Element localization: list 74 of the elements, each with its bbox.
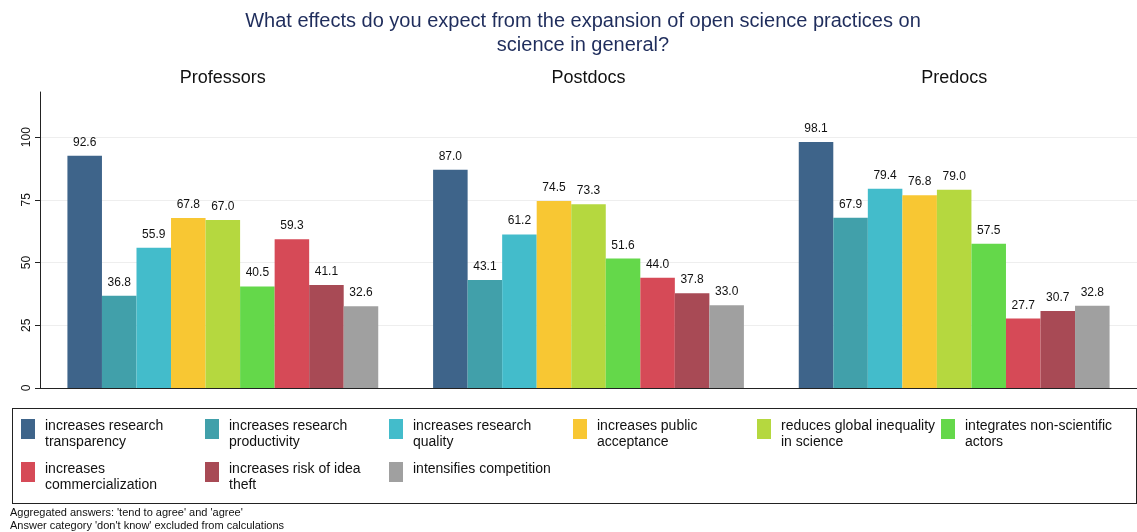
bar <box>1075 305 1110 388</box>
bar <box>171 217 206 388</box>
bar <box>798 141 834 388</box>
text: Aggregated answers: 'tend to agree' and 'agree' <box>10 506 244 519</box>
bar <box>101 295 137 388</box>
data-label: 33.0 <box>714 284 739 299</box>
y-tick-label: 25 <box>19 318 33 332</box>
bar <box>640 277 675 388</box>
data-label: 40.5 <box>245 265 270 280</box>
bar <box>833 217 868 388</box>
bar <box>1005 318 1041 388</box>
data-label: 57.5 <box>977 222 1001 237</box>
data-label: 92.6 <box>73 134 97 149</box>
data-label: 74.5 <box>542 180 566 195</box>
data-label: 32.6 <box>349 285 373 300</box>
legend-label: increases public acceptance <box>597 417 699 449</box>
data-label: 73.3 <box>576 183 601 198</box>
bar <box>67 155 102 388</box>
x-tick-label: Postdocs <box>551 67 626 87</box>
data-label: 67.8 <box>176 196 201 211</box>
data-label: 41.1 <box>314 263 339 278</box>
data-label: 27.7 <box>1011 297 1036 312</box>
data-label: 79.0 <box>942 168 967 183</box>
data-label: 32.8 <box>1080 284 1105 299</box>
bar <box>867 188 903 388</box>
legend-label: increases research transparency <box>45 417 165 449</box>
bar <box>205 219 241 388</box>
y-tick-label: 50 <box>19 255 33 270</box>
bar <box>536 201 572 388</box>
bar <box>971 243 1006 388</box>
data-label: 44.0 <box>645 256 670 271</box>
bar <box>136 247 172 388</box>
bar <box>902 195 937 388</box>
bar <box>936 189 972 388</box>
text: Answer category 'don't know' excluded from calculations <box>10 519 285 532</box>
chart-title: What effects do you expect from the expansion of open science practices on science in general? <box>244 8 922 56</box>
bar <box>502 234 537 388</box>
data-label: 67.0 <box>211 198 235 213</box>
data-label: 98.1 <box>804 120 829 135</box>
data-label: 36.8 <box>107 274 132 289</box>
legend-label: integrates non-scientific actors <box>965 417 1114 449</box>
bar <box>467 279 503 388</box>
bar <box>709 305 744 388</box>
data-label: 43.1 <box>473 258 497 273</box>
data-label: 79.4 <box>873 167 898 182</box>
y-tick-label: 0 <box>19 384 33 392</box>
data-label: 30.7 <box>1046 289 1070 304</box>
data-label: 87.0 <box>438 148 463 163</box>
x-tick-label: Predocs <box>921 67 988 87</box>
legend-label: increases research quality <box>413 417 533 449</box>
data-label: 59.3 <box>280 218 304 233</box>
bar <box>274 239 310 388</box>
y-tick-label: 100 <box>19 126 33 148</box>
bar <box>571 204 606 388</box>
bar <box>433 169 468 388</box>
data-label: 51.6 <box>611 237 636 252</box>
legend-label: intensifies competition <box>413 460 552 476</box>
bar <box>605 258 641 388</box>
x-tick-label: Professors <box>179 67 266 87</box>
bar <box>1040 310 1076 388</box>
data-label: 55.9 <box>142 226 166 241</box>
data-label: 76.8 <box>907 174 932 189</box>
bar <box>309 284 344 388</box>
data-label: 61.2 <box>507 213 532 228</box>
bar <box>343 306 379 388</box>
y-tick-label: 75 <box>19 192 33 207</box>
bar <box>674 293 710 388</box>
legend-label: increases commercialization <box>45 460 159 492</box>
legend-label: increases research productivity <box>229 417 349 449</box>
bar <box>240 286 275 388</box>
data-label: 67.9 <box>838 196 863 211</box>
legend-label: reduces global inequality in science <box>781 417 937 449</box>
legend-label: increases risk of idea theft <box>229 460 362 492</box>
data-label: 37.8 <box>680 272 705 287</box>
